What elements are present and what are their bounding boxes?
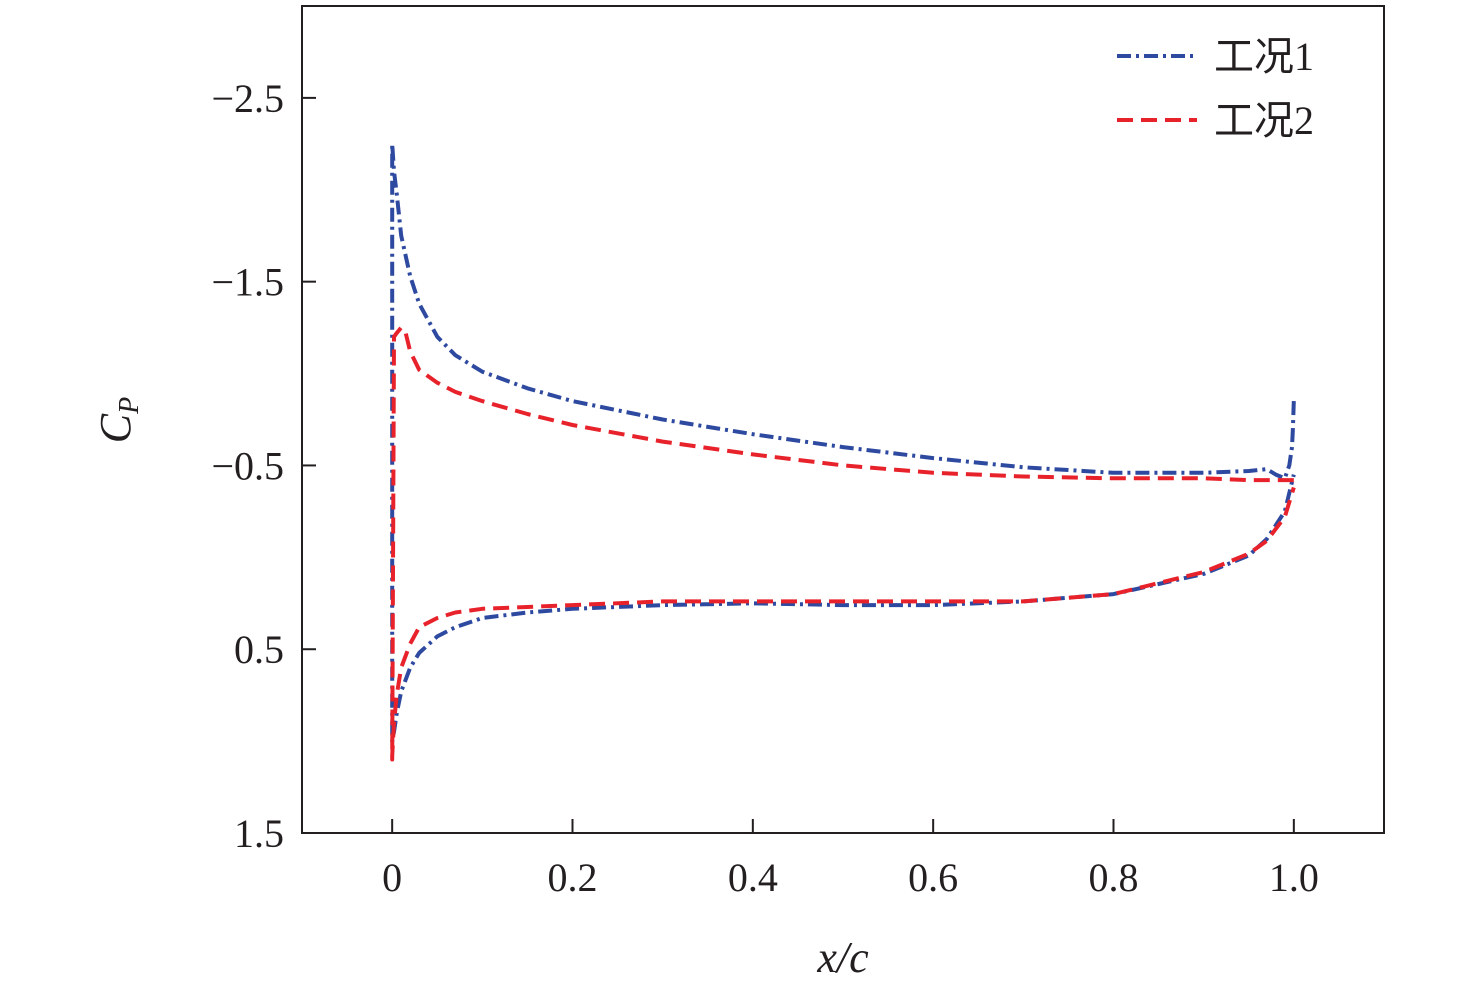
y-tick-label: −2.5 <box>211 76 284 121</box>
x-tick-label: 0 <box>382 855 402 900</box>
series-line-1 <box>390 141 1296 744</box>
x-tick-label: 0.2 <box>548 855 598 900</box>
x-tick-label: 1.0 <box>1269 855 1319 900</box>
x-axis: 0 0.2 0.4 0.6 0.8 1.0 <box>382 819 1319 900</box>
y-tick-label: 1.5 <box>234 811 284 856</box>
series-line-2 <box>390 325 1296 762</box>
x-tick-label: 0.6 <box>908 855 958 900</box>
y-tick-label: 0.5 <box>234 627 284 672</box>
y-axis-title-main: C <box>91 413 140 443</box>
x-axis-title: x/c <box>816 933 869 982</box>
y-axis-title-sub: P <box>114 397 145 415</box>
x-tick-label: 0.8 <box>1089 855 1139 900</box>
y-axis: −2.5 −1.5 −0.5 0.5 1.5 <box>211 76 316 856</box>
y-axis-title: CP <box>91 397 145 443</box>
legend-label-2: 工况2 <box>1214 98 1314 143</box>
plot-area <box>390 141 1296 762</box>
plot-frame <box>301 5 1385 834</box>
legend-label-1: 工况1 <box>1214 34 1314 79</box>
x-tick-label: 0.4 <box>728 855 778 900</box>
y-tick-label: −1.5 <box>211 260 284 305</box>
y-tick-label: −0.5 <box>211 443 284 488</box>
